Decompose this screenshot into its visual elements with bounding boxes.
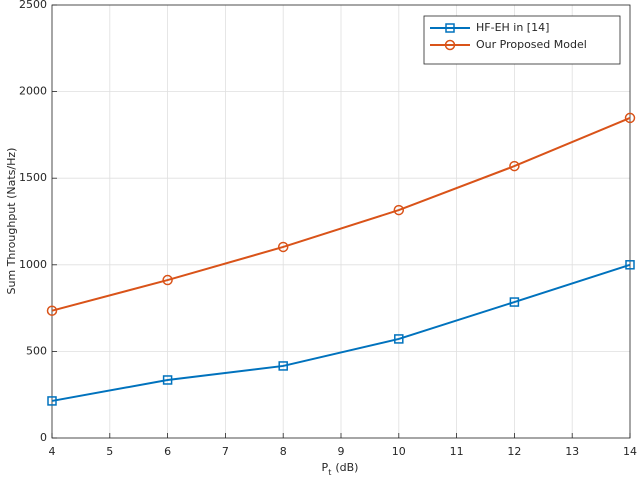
x-label-sub: t <box>328 468 331 477</box>
y-axis-label: Sum Throughput (Nats/Hz) <box>5 148 18 295</box>
legend-label: Our Proposed Model <box>476 38 587 51</box>
marker <box>162 375 173 385</box>
x-label-unit: (dB) <box>335 461 358 474</box>
series-line <box>51 117 631 312</box>
x-tick-label: 6 <box>164 445 171 458</box>
marker <box>624 112 636 124</box>
x-tick-label: 4 <box>49 445 56 458</box>
marker <box>47 396 57 406</box>
marker <box>625 260 635 270</box>
legend-label: HF-EH in [14] <box>476 21 549 34</box>
series-line <box>51 263 631 402</box>
y-tick-label: 2500 <box>19 0 47 11</box>
marker <box>509 160 520 172</box>
x-tick-label: 7 <box>222 445 229 458</box>
x-tick-label: 14 <box>623 445 637 458</box>
x-tick-label: 12 <box>507 445 521 458</box>
marker <box>509 297 520 307</box>
x-tick-label: 13 <box>565 445 579 458</box>
marker <box>278 361 288 371</box>
y-tick-label: 1000 <box>19 258 47 271</box>
marker <box>277 241 289 253</box>
x-tick-label: 5 <box>106 445 113 458</box>
legend-marker <box>444 39 456 51</box>
legend-marker <box>445 23 455 33</box>
x-tick-label: 11 <box>450 445 464 458</box>
y-tick-label: 2000 <box>19 85 47 98</box>
marker <box>393 204 405 216</box>
legend-box <box>423 15 621 65</box>
y-tick-label: 0 <box>40 431 47 444</box>
marker <box>46 305 58 316</box>
y-tick-label: 1500 <box>19 171 47 184</box>
x-tick-label: 10 <box>392 445 406 458</box>
x-tick-label: 9 <box>338 445 345 458</box>
x-label-base: P <box>322 461 329 474</box>
x-tick-label: 8 <box>280 445 287 458</box>
x-axis-label: Pt (dB) <box>322 461 359 477</box>
marker <box>394 334 404 344</box>
y-tick-label: 500 <box>26 344 47 357</box>
marker <box>162 274 173 286</box>
